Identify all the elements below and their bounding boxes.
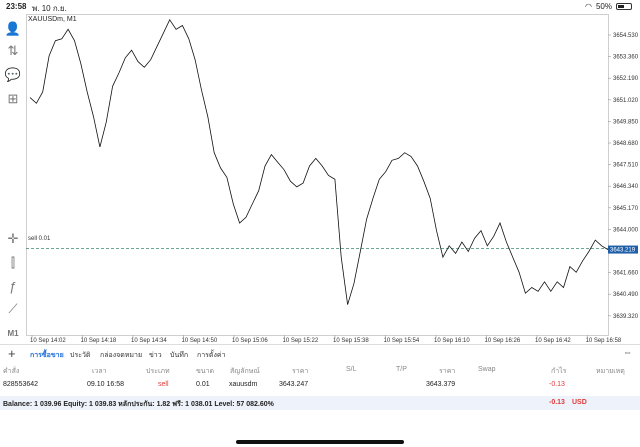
x-tick-label: 10 Sep 15:54 (384, 338, 420, 344)
total-profit: -0.13 (549, 399, 565, 406)
new-order-icon[interactable]: ⊞ (7, 91, 19, 106)
trade-icon[interactable]: ⇅ (7, 43, 19, 58)
order-symbol: xauusdm (229, 381, 258, 388)
order-profit: -0.13 (549, 381, 565, 388)
col-price: ราคา (292, 368, 309, 375)
order-time: 09.10 16:58 (87, 381, 124, 388)
objects-icon[interactable]: ⟋ (8, 301, 18, 316)
col-swap: Swap (478, 366, 496, 373)
tab-trade[interactable]: การซื้อขาย (30, 352, 64, 359)
col-comment: หมายเหตุ (596, 368, 625, 375)
y-tick-label: 3653.360 (613, 55, 639, 61)
order-type: sell (158, 381, 169, 388)
col-symbol: สัญลักษณ์ (230, 368, 260, 375)
add-icon[interactable]: + (8, 346, 16, 361)
panel-toggle-icon[interactable]: ⇔ (623, 347, 632, 357)
home-indicator (236, 440, 404, 444)
chart-symbol-label: XAUUSDm, M1 (28, 16, 77, 23)
chart-svg[interactable]: 3654.530 3653.360 3652.190 3651.020 3649.850… (26, 14, 640, 344)
x-tick-label: 10 Sep 15:22 (283, 338, 319, 344)
indicators-icon[interactable]: ƒ (9, 278, 17, 294)
y-tick-label: 3649.850 (613, 119, 639, 125)
y-tick-label: 3639.320 (613, 314, 639, 320)
account-currency: USD (572, 399, 587, 406)
current-price-tag (608, 245, 638, 254)
balance-bar: Balance: 1 039.96 Equity: 1 039.83 หลักป… (0, 396, 640, 410)
x-tick-label: 10 Sep 16:10 (434, 338, 470, 344)
chart-type-icon[interactable]: ⫿ (10, 255, 16, 270)
y-tick-label: 3644.000 (613, 227, 639, 233)
x-tick-label: 10 Sep 14:18 (81, 338, 117, 344)
table-row[interactable]: 828553642 09.10 16:58 sell 0.01 xauusdm … (0, 381, 640, 393)
order-id: 828553642 (3, 381, 39, 388)
account-icon[interactable]: 👤 (4, 21, 22, 36)
x-tick-label: 10 Sep 16:42 (535, 338, 571, 344)
col-sl: S/L (346, 366, 357, 373)
battery-icon (616, 3, 632, 10)
timeframe-button[interactable]: M1 (7, 328, 19, 338)
col-time: เวลา (92, 368, 107, 375)
date: พ. 10 ก.ย. (32, 4, 67, 13)
crosshair-icon[interactable]: ✛ (7, 231, 19, 246)
tab-history[interactable]: ประวัติ (70, 352, 91, 359)
col-current-price: ราคา (439, 368, 456, 375)
order-open-price: 3643.247 (279, 381, 309, 388)
battery-percent: 50% (595, 2, 612, 11)
col-order: คำสั่ง (3, 368, 20, 375)
tab-news[interactable]: ข่าว (149, 352, 162, 359)
orders-table-header: คำสั่ง เวลา ประเภท ขนาด สัญลักษณ์ ราคา S… (0, 366, 640, 378)
wifi-icon: ◠ (585, 2, 592, 11)
x-tick-label: 10 Sep 14:50 (182, 338, 218, 344)
col-volume: ขนาด (196, 368, 215, 375)
current-price-label: 3643.219 (610, 248, 636, 254)
balance-summary: Balance: 1 039.96 Equity: 1 039.83 หลักป… (3, 401, 274, 408)
y-tick-label: 3652.190 (613, 76, 639, 82)
y-tick-label: 3648.680 (613, 141, 639, 147)
sell-order-label: sell 0.01 (28, 236, 51, 242)
y-tick-label: 3646.340 (613, 184, 639, 190)
bottom-tabs-bar: + การซื้อขาย ประวัติ กล่องจดหมาย ข่าว บั… (0, 344, 640, 362)
status-right: ◠ 50% (585, 2, 632, 11)
tab-mailbox[interactable]: กล่องจดหมาย (100, 352, 143, 359)
plot-frame (26, 14, 609, 336)
price-chart[interactable]: 3654.530 3653.360 3652.190 3651.020 3649.850… (26, 14, 640, 344)
col-profit: กำไร (551, 368, 567, 375)
y-tick-label: 3651.020 (613, 98, 639, 104)
x-tick-label: 10 Sep 14:34 (131, 338, 167, 344)
y-tick-label: 3645.170 (613, 206, 639, 212)
tab-settings[interactable]: การตั้งค่า (197, 352, 226, 359)
y-tick-label: 3647.510 (613, 163, 639, 169)
order-current-price: 3643.379 (426, 381, 456, 388)
y-tick-label: 3640.490 (613, 292, 639, 298)
x-tick-label: 10 Sep 15:38 (333, 338, 369, 344)
tab-journal[interactable]: บันทึก (170, 352, 189, 359)
col-type: ประเภท (146, 368, 170, 375)
y-tick-label: 3654.530 (613, 33, 639, 39)
x-tick-label: 10 Sep 16:58 (586, 338, 622, 344)
chat-icon[interactable]: 💬 (4, 67, 22, 82)
status-bar: 23:58 พ. 10 ก.ย. ◠ 50% (0, 0, 640, 14)
left-toolbar: 👤 ⇅ 💬 ⊞ ✛ ⫿ ƒ ⟋ M1 (0, 14, 26, 340)
x-tick-label: 10 Sep 14:02 (30, 338, 66, 344)
x-tick-label: 10 Sep 16:26 (485, 338, 521, 344)
clock: 23:58 (6, 2, 27, 11)
col-tp: T/P (396, 366, 407, 373)
x-tick-label: 10 Sep 15:06 (232, 338, 268, 344)
order-volume: 0.01 (196, 381, 210, 388)
y-tick-label: 3641.660 (613, 271, 639, 277)
price-series-line (29, 18, 609, 305)
